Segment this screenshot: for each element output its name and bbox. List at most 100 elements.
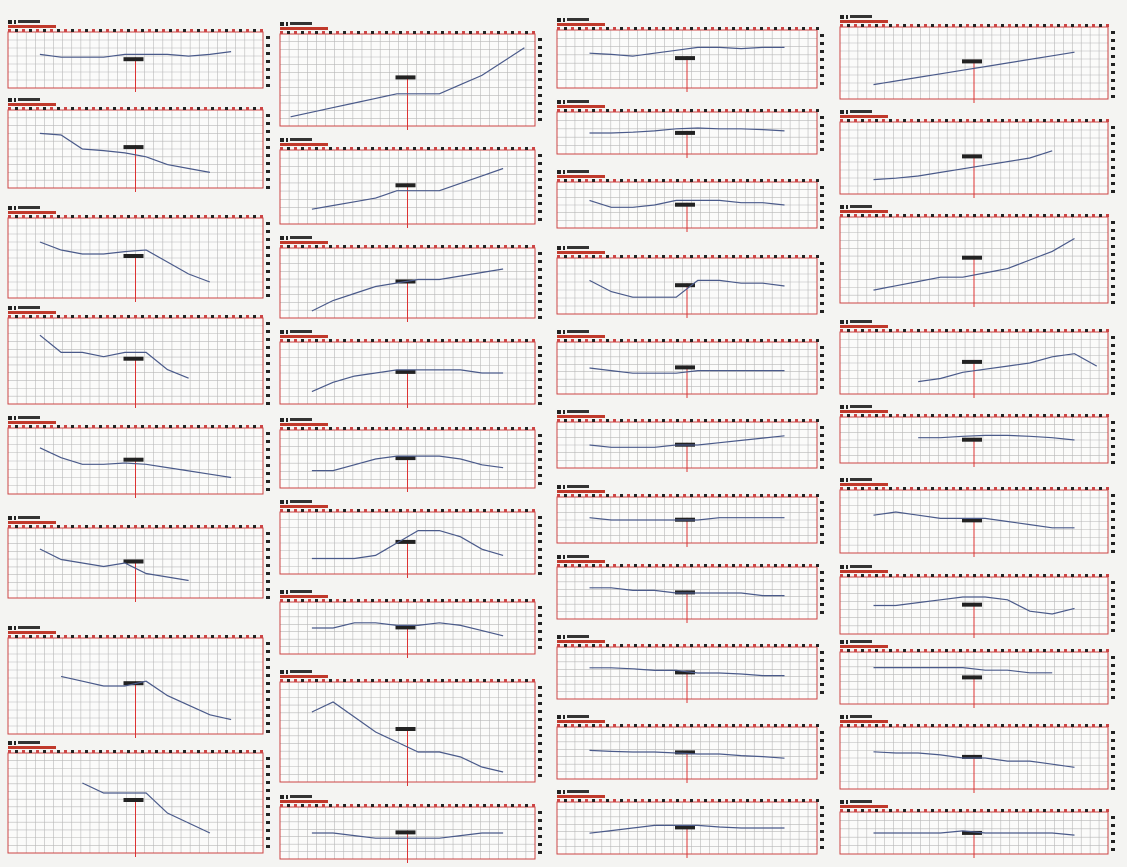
top-mark [683,339,686,342]
top-mark [134,750,137,753]
side-mark [820,747,824,750]
data-line [589,517,785,521]
chart-panel [279,330,542,408]
top-mark [648,644,651,647]
top-mark [336,509,339,512]
header-mark [840,565,844,569]
top-mark [620,179,623,182]
header-mark [850,565,872,568]
top-mark [854,414,857,417]
top-mark [683,419,686,422]
top-mark [711,255,714,258]
top-mark [336,31,339,34]
top-mark [350,147,353,150]
top-mark [781,494,784,497]
top-mark [434,339,437,342]
side-mark [266,394,270,397]
data-line [873,751,1075,768]
top-mark [753,27,756,30]
top-mark [434,245,437,248]
top-mark [176,29,179,32]
top-mark [211,750,214,753]
top-mark [690,644,693,647]
top-mark [592,339,595,342]
top-mark [1085,574,1088,577]
side-mark [1111,747,1115,750]
top-mark [1008,24,1011,27]
top-mark [599,255,602,258]
top-mark [455,31,458,34]
top-mark [959,414,962,417]
top-mark [441,31,444,34]
data-line [311,622,504,637]
side-mark [1111,581,1115,584]
top-mark [462,31,465,34]
top-mark [329,427,332,430]
top-mark [92,635,95,638]
top-mark [627,494,630,497]
top-mark [973,649,976,652]
top-mark [840,724,843,727]
data-line [290,47,525,118]
chart-panel [839,320,1115,398]
top-mark [113,750,116,753]
data-line [82,782,211,834]
data-line [589,199,785,208]
header-mark [280,505,328,508]
top-mark [532,679,535,682]
side-mark [266,322,270,325]
center-marker [123,254,144,258]
top-mark [1008,487,1011,490]
top-mark [868,24,871,27]
top-mark [1029,809,1032,812]
top-mark [732,564,735,567]
top-mark [378,427,381,430]
top-mark [655,419,658,422]
top-mark [441,427,444,430]
side-mark [820,651,824,654]
top-mark [127,29,130,32]
top-mark [903,724,906,727]
side-mark [266,178,270,181]
top-mark [606,564,609,567]
top-mark [99,425,102,428]
top-mark [690,494,693,497]
top-mark [57,750,60,753]
top-mark [557,255,560,258]
top-mark [504,509,507,512]
top-mark [1001,214,1004,217]
top-mark [861,574,864,577]
top-mark [469,427,472,430]
top-mark [875,724,878,727]
side-mark [820,603,824,606]
top-mark [599,179,602,182]
top-mark [557,799,560,802]
top-mark [504,31,507,34]
top-mark [253,750,256,753]
top-mark [802,255,805,258]
top-mark [585,339,588,342]
side-mark [266,186,270,189]
header-mark [8,206,12,210]
top-mark [809,799,812,802]
top-mark [613,109,616,112]
side-mark [266,338,270,341]
data-line [39,132,211,173]
header-mark [563,555,565,559]
side-mark [1111,739,1115,742]
header-mark [563,18,565,22]
top-mark [854,487,857,490]
top-mark [938,24,941,27]
top-mark [36,215,39,218]
top-mark [532,31,535,34]
top-mark [406,804,409,807]
top-mark [280,31,283,34]
side-mark [820,386,824,389]
chart-panel [556,170,824,232]
top-mark [938,329,941,332]
top-mark [774,724,777,727]
top-mark [725,799,728,802]
top-mark [92,107,95,110]
data-line [60,675,232,721]
